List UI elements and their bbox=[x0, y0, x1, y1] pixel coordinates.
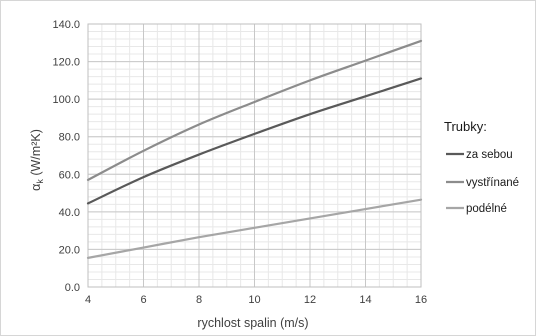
y-tick-label: 100.0 bbox=[52, 94, 80, 106]
plot-area-border bbox=[87, 23, 422, 288]
x-tick-label: 12 bbox=[304, 294, 316, 306]
y-tick-label: 120.0 bbox=[52, 57, 80, 69]
x-tick-labels: 4 6 8 10 12 14 16 bbox=[85, 294, 427, 306]
legend-label-3: podélné bbox=[466, 203, 507, 215]
y-axis-symbol: α bbox=[29, 184, 43, 191]
y-axis-subscript: k bbox=[35, 179, 45, 184]
x-tick-label: 14 bbox=[359, 294, 371, 306]
series-lines bbox=[86, 39, 423, 259]
y-axis-unit: (W/m²K) bbox=[29, 129, 43, 179]
y-axis-title: αk (W/m²K) bbox=[29, 129, 45, 191]
legend-label-2: vystřínané bbox=[466, 177, 519, 189]
y-tick-labels: 0.0 20.0 40.0 60.0 80.0 100.0 120.0 140.0 bbox=[52, 19, 80, 294]
x-axis-title: rychlost spalin (m/s) bbox=[197, 316, 308, 330]
series-line-1 bbox=[86, 77, 423, 205]
legend: za sebou vystřínané podélné bbox=[446, 149, 519, 215]
x-tick-label: 6 bbox=[140, 294, 146, 306]
series-line-3 bbox=[86, 198, 423, 259]
x-tick-label: 4 bbox=[85, 294, 91, 306]
x-tick-label: 10 bbox=[248, 294, 260, 306]
legend-label-1: za sebou bbox=[466, 149, 513, 161]
y-tick-label: 60.0 bbox=[59, 169, 80, 181]
y-tick-label: 80.0 bbox=[59, 132, 80, 144]
x-tick-label: 8 bbox=[196, 294, 202, 306]
y-tick-label: 140.0 bbox=[52, 19, 80, 31]
y-tick-label: 0.0 bbox=[65, 282, 80, 294]
series-line-2 bbox=[86, 39, 423, 182]
y-tick-label: 40.0 bbox=[59, 207, 80, 219]
y-tick-label: 20.0 bbox=[59, 244, 80, 256]
x-tick-label: 16 bbox=[415, 294, 427, 306]
legend-title: Trubky: bbox=[444, 119, 487, 134]
